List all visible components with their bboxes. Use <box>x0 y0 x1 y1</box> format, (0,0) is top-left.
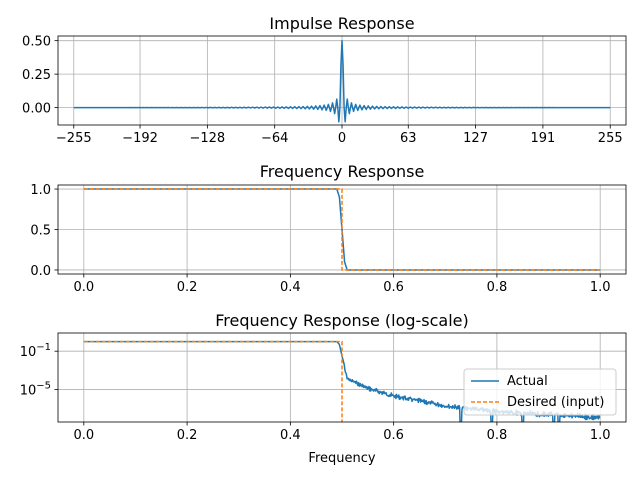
x-tick-label: 63 <box>400 131 417 146</box>
x-tick-label: 0.0 <box>73 280 94 295</box>
x-tick-label: 0.2 <box>177 428 198 443</box>
x-tick-label: −255 <box>56 131 92 146</box>
impulse-ticks: −255 −192 −128 −64 0 63 127 191 255 0.00 0.25 0.50 <box>22 35 623 146</box>
x-tick-label: 0.4 <box>280 428 301 443</box>
x-tick-label: 0.2 <box>177 280 198 295</box>
impulse-response-axes: Impulse Response −255 −192 −128 −64 0 63 127 19… <box>22 14 627 146</box>
x-tick-label: 0.6 <box>383 280 404 295</box>
y-tick-label: 0.5 <box>30 224 51 239</box>
y-tick-label: 1.0 <box>30 183 51 198</box>
legend-desired-label: Desired (input) <box>507 395 604 410</box>
log-frame <box>57 332 627 423</box>
log-title: Frequency Response (log-scale) <box>215 311 469 330</box>
y-tick-label: 10−5 <box>20 380 51 398</box>
x-tick-label: 0.4 <box>280 280 301 295</box>
x-tick-label: 1.0 <box>590 428 611 443</box>
x-tick-label: 0.0 <box>73 428 94 443</box>
y-tick-label: 0.00 <box>22 102 51 117</box>
y-tick-label: 0.50 <box>22 35 51 50</box>
freq-ticks: 0.0 0.2 0.4 0.6 0.8 1.0 0.0 0.5 1.0 <box>30 183 610 295</box>
y-tick-label: 0.25 <box>22 68 51 83</box>
legend: Actual Desired (input) <box>463 368 617 416</box>
y-tick-label: 0.0 <box>30 264 51 279</box>
x-tick-label: 0 <box>338 131 346 146</box>
x-tick-label: 191 <box>530 131 555 146</box>
log-xlabel: Frequency <box>308 451 375 466</box>
y-tick-label: 10−1 <box>20 342 51 360</box>
freq-desired-line <box>83 188 601 271</box>
x-tick-label: 1.0 <box>590 280 611 295</box>
x-tick-label: −192 <box>122 131 158 146</box>
x-tick-label: −64 <box>261 131 288 146</box>
frequency-response-axes: Frequency Response 0.0 0.2 0.4 0.6 0.8 1.00.0… <box>30 162 627 295</box>
log-frequency-response-axes: Frequency Response (log-scale) 0.0 0.2 0.4… <box>20 311 627 466</box>
x-tick-label: 0.8 <box>487 428 508 443</box>
freq-frame <box>57 184 627 275</box>
x-tick-label: 127 <box>463 131 488 146</box>
legend-actual-label: Actual <box>507 374 548 389</box>
legend-box <box>463 368 617 416</box>
impulse-line <box>73 39 611 123</box>
x-tick-label: 255 <box>598 131 623 146</box>
x-tick-label: 0.6 <box>383 428 404 443</box>
x-tick-label: 0.8 <box>487 280 508 295</box>
impulse-frame <box>57 35 627 126</box>
x-tick-label: −128 <box>190 131 226 146</box>
freq-title: Frequency Response <box>260 162 425 181</box>
impulse-title: Impulse Response <box>269 14 414 33</box>
freq-plot <box>83 188 601 271</box>
log-desired-line <box>83 340 343 422</box>
log-ticks: 0.0 0.2 0.4 0.6 0.8 1.0 10−1 10−5 <box>20 342 611 443</box>
impulse-plot <box>73 39 611 123</box>
